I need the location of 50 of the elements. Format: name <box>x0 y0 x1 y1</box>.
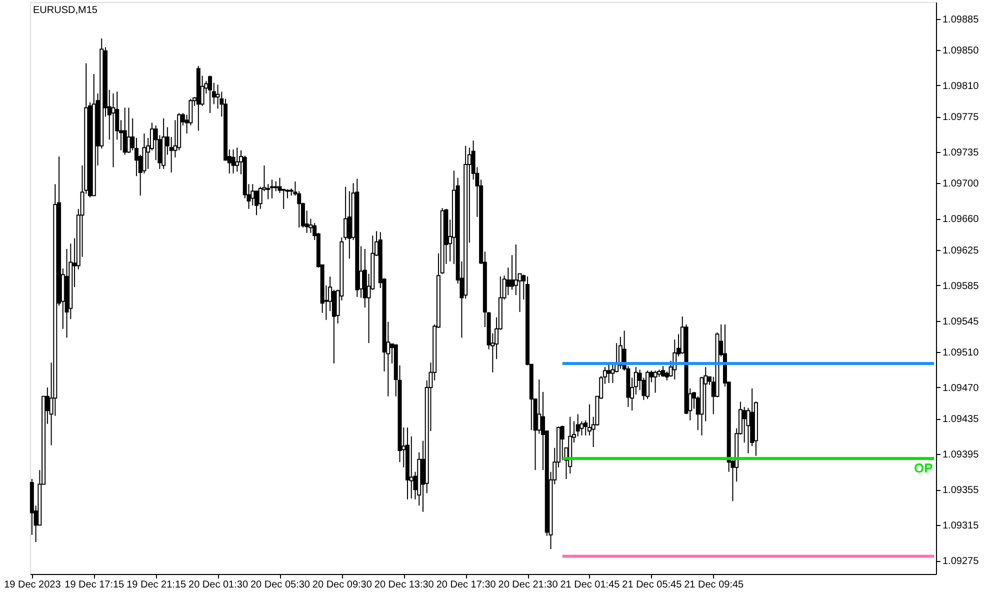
y-tick-label: 1.09660 <box>942 214 980 226</box>
x-tick-label: 20 Dec 05:30 <box>250 580 310 590</box>
x-tick-label: 20 Dec 09:30 <box>312 580 372 590</box>
candlestick <box>122 107 127 156</box>
y-tick-label: 1.09355 <box>942 485 980 496</box>
candlestick <box>646 370 650 400</box>
x-tick-label: 21 Dec 05:45 <box>622 580 682 590</box>
annotation: OP <box>914 460 934 476</box>
y-tick-label: 1.09470 <box>942 382 980 394</box>
y-tick-label: 1.09510 <box>942 347 980 358</box>
candlestick <box>270 179 274 199</box>
candlestick <box>606 362 611 384</box>
x-tick-label: 20 Dec 21:30 <box>498 580 558 590</box>
candlestick <box>653 370 658 394</box>
candlestick <box>282 188 286 210</box>
y-tick-label: 1.09810 <box>942 80 980 92</box>
y-tick-label: 1.09625 <box>942 245 980 256</box>
y-tick-label: 1.09885 <box>942 14 980 26</box>
y-tick-label: 1.09585 <box>942 280 980 292</box>
x-tick-label: 19 Dec 21:15 <box>126 580 187 590</box>
candlestick <box>704 366 708 422</box>
x-tick-label: 20 Dec 01:30 <box>188 580 248 590</box>
candlestick <box>126 107 131 154</box>
candlestick <box>742 406 746 444</box>
x-tick-label: 21 Dec 01:45 <box>560 580 620 590</box>
candlestick <box>235 147 240 172</box>
y-tick-label: 1.09700 <box>942 178 980 190</box>
x-tick-label: 19 Dec 2023 <box>4 580 62 590</box>
chart-title: EURUSD,M15 <box>33 5 98 16</box>
candlestick <box>250 184 255 206</box>
candlestick <box>661 366 666 378</box>
y-tick-label: 1.09735 <box>942 148 980 159</box>
y-tick-label: 1.09435 <box>942 414 980 426</box>
y-tick-label: 1.09395 <box>942 450 980 461</box>
y-tick-label: 1.09315 <box>942 520 980 532</box>
x-tick-label: 20 Dec 17:30 <box>436 580 496 590</box>
candlestick <box>208 75 212 114</box>
x-tick-label: 19 Dec 17:15 <box>64 580 125 590</box>
candlestick <box>231 148 236 174</box>
candlestick <box>506 267 510 296</box>
x-tick-label: 21 Dec 09:45 <box>684 580 744 590</box>
x-tick-label: 20 Dec 13:30 <box>374 580 434 590</box>
candlestick <box>274 180 278 192</box>
candlestick <box>278 177 282 194</box>
y-tick-label: 1.09775 <box>942 112 980 124</box>
candlestick <box>111 92 116 168</box>
y-tick-label: 1.09275 <box>942 556 980 568</box>
y-tick-label: 1.09850 <box>942 45 980 56</box>
y-tick-label: 1.09545 <box>942 316 980 328</box>
candlestick <box>266 184 270 200</box>
